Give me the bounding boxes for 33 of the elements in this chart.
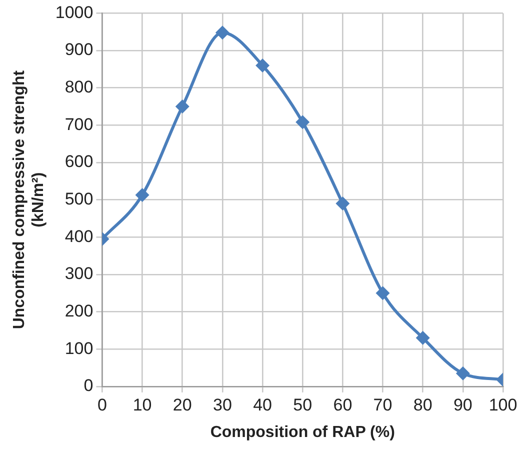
point xyxy=(416,330,430,345)
point xyxy=(336,196,350,211)
y-tick-label: 400 xyxy=(64,226,94,246)
point xyxy=(456,366,470,380)
y-tick-label: 500 xyxy=(64,189,94,208)
x-tick-label: 20 xyxy=(172,395,192,414)
point xyxy=(376,286,390,300)
x-tick-label: 100 xyxy=(488,395,518,414)
y-tick-label: 700 xyxy=(64,114,94,134)
point xyxy=(296,115,310,130)
x-axis-title: Composition of RAP (%) xyxy=(210,424,395,441)
point xyxy=(256,58,270,72)
x-tick-label: 80 xyxy=(413,395,432,414)
y-tick-label: 100 xyxy=(64,338,94,358)
y-tick-label: 800 xyxy=(64,78,94,97)
y-tick-label: 0 xyxy=(84,376,94,396)
y-tick-label: 900 xyxy=(64,40,94,60)
x-tick-label: 0 xyxy=(97,395,107,414)
x-tick-label: 70 xyxy=(373,395,392,414)
y-tick-label: 600 xyxy=(64,152,94,172)
y-tick-label: 1000 xyxy=(55,2,94,22)
y-tick-label: 200 xyxy=(64,301,94,320)
point xyxy=(215,26,230,40)
x-tick-label: 10 xyxy=(132,395,152,414)
point xyxy=(175,100,190,114)
y-axis-title: Unconfined compressive strenght (kN/m²) xyxy=(11,70,48,330)
point xyxy=(135,188,150,202)
x-tick-label: 90 xyxy=(453,395,472,414)
x-tick-label: 40 xyxy=(253,395,272,414)
y-tick-label: 300 xyxy=(64,264,94,284)
x-tick-label: 30 xyxy=(212,395,232,414)
x-tick-label: 60 xyxy=(333,395,352,414)
x-tick-label: 50 xyxy=(293,395,312,414)
